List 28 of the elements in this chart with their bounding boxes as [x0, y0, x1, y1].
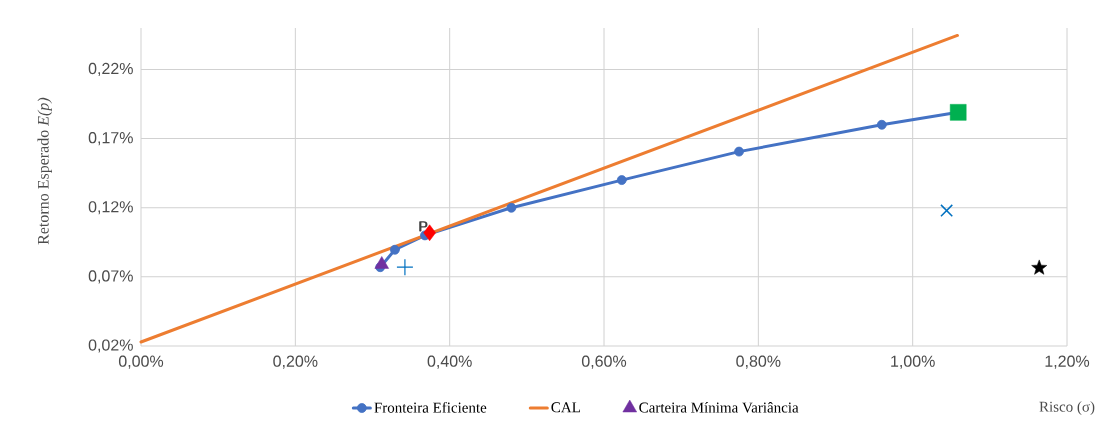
point: [876, 119, 887, 130]
y-tick-label: 0,17%: [88, 132, 133, 146]
y-tick-label: 0,07%: [88, 270, 133, 284]
legend-label: CAL: [551, 402, 580, 413]
annotation: P: [419, 221, 428, 232]
point: [940, 204, 954, 217]
y-tick-label: 0,02%: [88, 339, 133, 353]
point: [616, 175, 627, 185]
x-tick-label: 0,00%: [118, 355, 164, 369]
point: [396, 258, 414, 276]
y-tick-label: 0,22%: [88, 62, 133, 77]
point: [1031, 259, 1048, 275]
point: [949, 104, 967, 121]
legend-label: Carteira Mínima Variância: [639, 402, 799, 413]
x-tick-label: 0,60%: [581, 355, 627, 369]
legend-label: Fronteira Eficiente: [374, 401, 487, 413]
point: [374, 256, 389, 269]
x-tick-label: 1,00%: [891, 355, 935, 369]
point: [734, 146, 744, 157]
x-tick-label: 0,40%: [427, 355, 472, 369]
y-tick-label: 0,12%: [88, 201, 133, 215]
point: [389, 244, 400, 255]
x-tick-label: 0,80%: [736, 355, 781, 369]
x-axis-title: Risco (σ): [1039, 401, 1095, 415]
x-tick-label: 1,20%: [1045, 355, 1090, 369]
point: [506, 202, 517, 213]
x-tick-label: 0,20%: [273, 355, 318, 369]
y-axis-title: Retorno Esperado E(p): [37, 97, 52, 245]
